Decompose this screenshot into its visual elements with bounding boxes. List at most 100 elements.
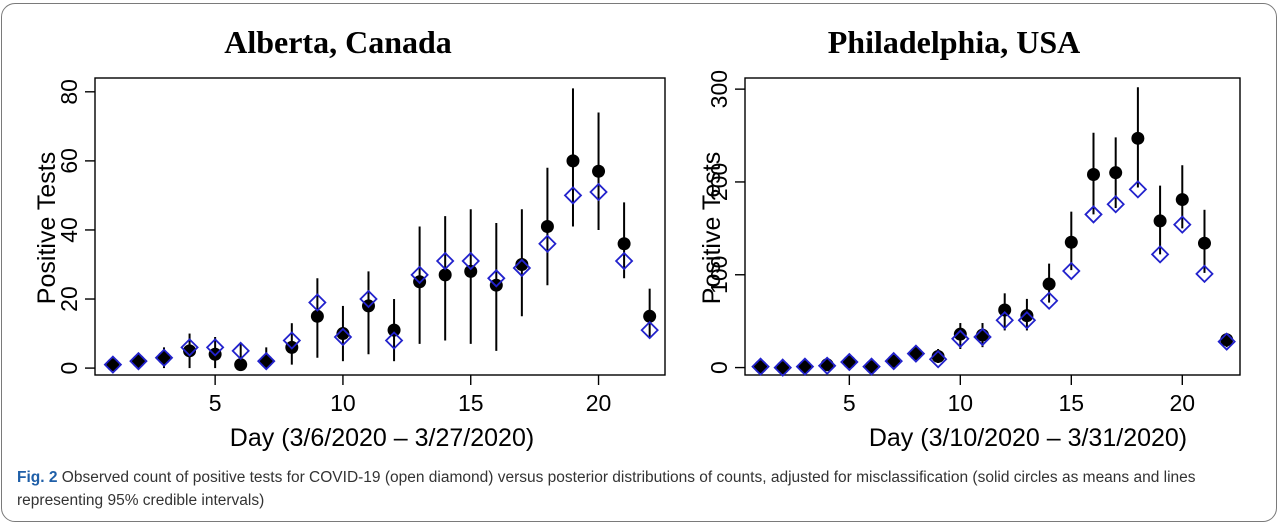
observed-count-point (359, 289, 378, 309)
observed-count-point (1217, 332, 1236, 351)
observed-count-point (180, 338, 199, 357)
x-tick-label: 10 (948, 390, 974, 416)
posterior-mean-point (865, 360, 879, 374)
x-axis-label: Day (3/6/2020 – 3/27/2020) (230, 424, 534, 452)
posterior-mean-point (842, 355, 856, 369)
x-tick-label: 10 (330, 390, 356, 416)
y-axis-label: Positive Tests (698, 152, 726, 304)
observed-count-point (435, 251, 455, 271)
posterior-mean-point (234, 358, 248, 372)
posterior-mean-point (515, 257, 529, 271)
posterior-mean-point (183, 344, 197, 358)
observed-count-point (995, 310, 1014, 330)
posterior-mean-point (1109, 166, 1123, 180)
posterior-mean-point (643, 309, 657, 323)
y-tick-label: 40 (56, 217, 82, 243)
observed-count-point (928, 349, 948, 369)
observed-count-point (817, 356, 837, 375)
observed-count-point (906, 344, 926, 363)
posterior-mean-point (106, 358, 120, 372)
observed-count-point (487, 269, 506, 288)
x-tick-label: 20 (586, 390, 612, 416)
posterior-mean-point (1197, 236, 1211, 250)
observed-count-point (773, 358, 793, 377)
posterior-mean-point (1131, 131, 1145, 145)
posterior-mean-point (887, 354, 901, 368)
x-tick-label: 15 (458, 390, 484, 416)
posterior-mean-point (998, 303, 1012, 317)
observed-count-point (1017, 310, 1037, 330)
posterior-mean-point (131, 354, 145, 368)
posterior-mean-point (566, 154, 580, 168)
observed-count-point (862, 357, 881, 376)
y-tick-label: 100 (706, 256, 732, 294)
posterior-mean-point (464, 264, 478, 278)
observed-count-point (1173, 215, 1192, 234)
observed-count-point (461, 251, 481, 271)
posterior-mean-point (592, 164, 606, 178)
posterior-mean-point (310, 309, 324, 323)
observed-count-point (1084, 205, 1103, 224)
observed-count-point (1150, 245, 1170, 264)
observed-count-point (282, 331, 302, 350)
observed-count-point (154, 348, 174, 368)
observed-count-point (884, 351, 903, 371)
posterior-mean-point (617, 237, 631, 251)
x-axis-label: Day (3/10/2020 – 3/31/2020) (869, 424, 1187, 452)
x-tick-label: 20 (1169, 390, 1195, 416)
x-tick-label: 5 (209, 390, 222, 416)
posterior-mean-point (259, 354, 273, 368)
y-axis-label: Positive Tests (33, 152, 61, 304)
posterior-mean-point (931, 349, 945, 363)
posterior-mean-point (1153, 214, 1167, 228)
observed-count-point (751, 357, 770, 376)
observed-count-point (795, 357, 815, 376)
observed-count-point (205, 338, 225, 357)
y-tick-label: 0 (706, 361, 732, 374)
observed-count-point (973, 327, 992, 347)
y-tick-label: 0 (56, 362, 82, 375)
posterior-mean-point (1042, 277, 1056, 291)
posterior-mean-point (1020, 309, 1034, 323)
chart-title: Alberta, Canada (224, 24, 452, 60)
posterior-mean-point (1086, 168, 1100, 182)
chart-panel-philadelphia: Philadelphia, USA Positive Tests Day (3/… (698, 24, 1241, 452)
figure-frame (1, 3, 1277, 522)
posterior-mean-point (157, 351, 171, 365)
observed-count-point (256, 351, 276, 371)
observed-count-point (614, 251, 634, 271)
observed-count-point (1062, 261, 1081, 281)
observed-count-point (333, 327, 353, 347)
plot-area (94, 77, 666, 376)
figure-caption-text: Observed count of positive tests for COV… (17, 469, 1196, 509)
plot-area (744, 77, 1241, 376)
observed-count-point (563, 186, 583, 205)
observed-count-point (538, 234, 557, 254)
observed-count-point (951, 329, 970, 349)
x-tick-label: 5 (843, 390, 856, 416)
observed-count-point (1128, 180, 1148, 199)
posterior-mean-point (1064, 235, 1078, 249)
observed-count-point (840, 352, 859, 372)
x-tick-label: 15 (1059, 390, 1085, 416)
y-tick-label: 20 (56, 286, 82, 312)
posterior-mean-point (798, 360, 812, 374)
posterior-mean-point (909, 347, 923, 361)
posterior-mean-point (776, 361, 790, 375)
posterior-mean-point (387, 323, 401, 337)
observed-count-point (231, 341, 250, 361)
posterior-mean-point (540, 220, 554, 233)
y-tick-label: 200 (706, 163, 732, 201)
observed-count-point (1106, 194, 1125, 214)
posterior-mean-point (953, 327, 967, 341)
y-tick-label: 60 (56, 148, 82, 174)
figure-caption: Fig. 2 Observed count of positive tests … (17, 466, 1262, 512)
observed-count-point (410, 265, 429, 285)
posterior-mean-point (1175, 193, 1189, 207)
observed-count-point (384, 331, 404, 350)
chart-panel-alberta: Alberta, Canada Positive Tests Day (3/6/… (33, 24, 666, 452)
posterior-mean-point (336, 327, 350, 341)
observed-count-point (129, 351, 148, 371)
y-tick-label: 80 (56, 79, 82, 105)
y-tick-label: 300 (706, 70, 732, 108)
